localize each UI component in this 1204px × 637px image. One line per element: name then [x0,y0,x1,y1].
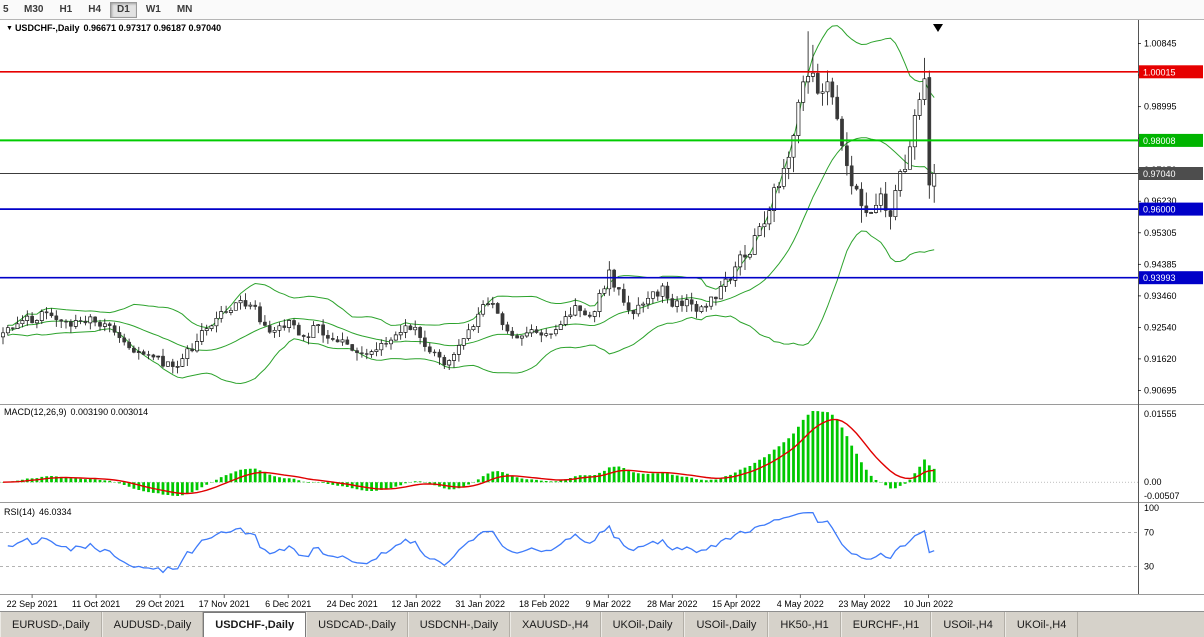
timeframe-button-mn[interactable]: MN [176,3,193,15]
svg-text:1.00845: 1.00845 [1144,38,1177,48]
svg-text:9 Mar 2022: 9 Mar 2022 [586,599,632,609]
svg-text:22 Sep 2021: 22 Sep 2021 [7,599,58,609]
svg-text:11 Oct 2021: 11 Oct 2021 [72,599,120,609]
svg-text:0.96230: 0.96230 [1144,196,1177,206]
svg-text:0.97040: 0.97040 [1143,169,1176,179]
svg-text:-0.00507: -0.00507 [1144,491,1180,501]
bull-candle-bodies [1,72,937,368]
chart-tab-hk50-h1[interactable]: HK50-,H1 [768,612,841,637]
chart-tab-ukoil-h4[interactable]: UKOil-,H4 [1004,612,1079,637]
svg-text:31 Jan 2022: 31 Jan 2022 [455,599,505,609]
svg-text:0.01555: 0.01555 [1144,409,1177,419]
chart-tab-usoil-daily[interactable]: USOil-,Daily [684,612,769,637]
svg-text:23 May 2022: 23 May 2022 [838,599,890,609]
rsi-line [7,511,935,574]
svg-text:0.96000: 0.96000 [1143,205,1176,215]
price-axis: 1.008450.999200.989950.980750.971500.962… [1138,20,1180,594]
date-axis: 22 Sep 2021 11 Oct 2021 29 Oct 2021 17 Nov … [7,594,954,609]
macd-signal-line [2,418,935,495]
svg-text:15 Apr 2022: 15 Apr 2022 [712,599,761,609]
candle-wicks [2,31,935,374]
svg-text:70: 70 [1144,528,1154,538]
price-badges[interactable]: 1.00015 0.98008 0.97040 0.96000 0.93993 [1139,65,1203,285]
svg-text:0.93993: 0.93993 [1143,273,1176,283]
timeframe-button-h4[interactable]: H4 [88,3,102,15]
timeframe-button-h1[interactable]: H1 [59,3,73,15]
svg-text:0.92540: 0.92540 [1144,322,1177,332]
svg-text:0.98995: 0.98995 [1144,102,1177,112]
svg-text:17 Nov 2021: 17 Nov 2021 [199,599,250,609]
chart-tab-ukoil-daily[interactable]: UKOil-,Daily [600,612,685,637]
timeframe-toolbar: 5 M30 H1 H4 D1 W1 MN [0,0,1204,20]
price-badge-0.96000 [1139,202,1203,216]
svg-text:24 Dec 2021: 24 Dec 2021 [327,599,378,609]
chart-tab-usdchf-daily[interactable]: USDCHF-,Daily [203,612,307,637]
svg-text:0.91620: 0.91620 [1144,354,1177,364]
svg-text:0.95305: 0.95305 [1144,228,1177,238]
timeframe-button-d1[interactable]: D1 [110,1,137,18]
svg-text:30: 30 [1144,562,1154,572]
macd-histogram [1,411,936,496]
chart-tab-audusd-daily[interactable]: AUDUSD-,Daily [101,612,204,637]
svg-text:4 May 2022: 4 May 2022 [777,599,824,609]
svg-text:0.00: 0.00 [1144,477,1162,487]
chart-shift-marker-icon [933,24,943,32]
svg-text:29 Oct 2021: 29 Oct 2021 [136,599,185,609]
svg-text:0.90695: 0.90695 [1144,386,1177,396]
svg-text:18 Feb 2022: 18 Feb 2022 [519,599,570,609]
svg-text:0.93460: 0.93460 [1144,291,1177,301]
bollinger-bands [7,25,935,385]
chart-tab-usdcnh-daily[interactable]: USDCNH-,Daily [407,612,510,637]
svg-text:100: 100 [1144,503,1159,513]
chart-tabs-bar: EURUSD-,Daily AUDUSD-,Daily USDCHF-,Daily U… [0,611,1204,637]
chart-tab-eurusd-daily[interactable]: EURUSD-,Daily [0,612,102,637]
price-badge-0.98008 [1139,133,1203,147]
bear-candle-bodies [10,72,932,367]
timeframe-button-clipped[interactable]: 5 [3,3,9,15]
svg-text:0.94385: 0.94385 [1144,259,1177,269]
svg-text:6 Dec 2021: 6 Dec 2021 [265,599,311,609]
timeframe-button-w1[interactable]: W1 [145,3,161,15]
macd-pane [0,411,1138,496]
svg-text:12 Jan 2022: 12 Jan 2022 [391,599,441,609]
price-badge-1.00015 [1139,65,1203,79]
chart-tab-usdcad-daily[interactable]: USDCAD-,Daily [306,612,408,637]
timeframe-button-m30[interactable]: M30 [24,3,44,15]
chart-tab-usoil-h4[interactable]: USOil-,H4 [931,612,1005,637]
candles [1,31,937,374]
chart-tab-eurchf-h1[interactable]: EURCHF-,H1 [840,612,932,637]
svg-text:28 Mar 2022: 28 Mar 2022 [647,599,698,609]
chart-tab-xauusd-h4[interactable]: XAUUSD-,H4 [509,612,601,637]
svg-text:10 Jun 2022: 10 Jun 2022 [904,599,954,609]
chart-canvas[interactable]: 1.008450.999200.989950.980750.971500.962… [0,20,1204,611]
svg-text:0.98008: 0.98008 [1143,136,1176,146]
svg-text:1.00015: 1.00015 [1143,67,1176,77]
price-badge-0.93993 [1139,271,1203,285]
rsi-pane [0,511,1138,574]
price-level-lines[interactable] [0,70,1138,279]
price-badge-0.97040 [1139,167,1203,180]
